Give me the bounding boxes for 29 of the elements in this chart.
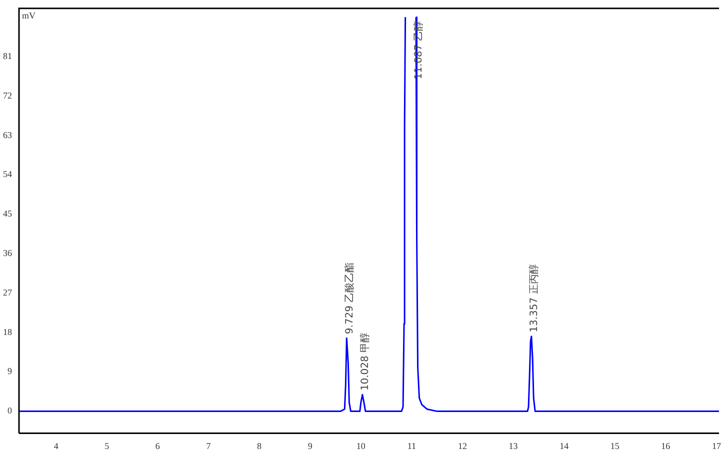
y-tick-label: 36 <box>3 248 12 258</box>
y-tick-label: 54 <box>3 169 12 180</box>
y-tick-label: 63 <box>3 130 12 140</box>
x-tick-label: 5 <box>104 440 110 451</box>
annotation: 9.729 乙酸乙酯 <box>344 262 356 334</box>
x-tick-label: 11 <box>407 440 416 451</box>
x-tick-label: 4 <box>54 440 59 451</box>
annotation: 13.357 正丙醇 <box>528 264 540 332</box>
x-tick-label: 12 <box>458 440 467 451</box>
x-tick-label: 15 <box>610 440 620 451</box>
y-tick-label: 9 <box>8 366 12 376</box>
y-tick-label: 81 <box>3 50 12 61</box>
x-tick-label: 16 <box>661 440 671 451</box>
x-tick-label: 13 <box>508 440 518 451</box>
x-tick-label: 14 <box>560 440 570 451</box>
y-tick-label: 18 <box>3 326 12 337</box>
annotation: 10.028 甲醇 <box>358 332 371 391</box>
y-tick-label: 27 <box>3 287 12 298</box>
y-tick-label: 45 <box>3 208 12 219</box>
x-tick-label: 10 <box>356 440 366 451</box>
y-tick-label: 0 <box>8 406 12 416</box>
x-tick-label: 6 <box>155 440 160 451</box>
x-tick-label: 8 <box>257 440 262 451</box>
annotation: 11.087 乙醇 <box>412 21 425 80</box>
y-axis-title: mV <box>22 10 36 20</box>
x-tick-label: 7 <box>206 440 212 451</box>
x-tick-label: 17 <box>712 440 722 451</box>
x-tick-label: 9 <box>308 440 313 451</box>
y-tick-label: 72 <box>3 90 12 100</box>
